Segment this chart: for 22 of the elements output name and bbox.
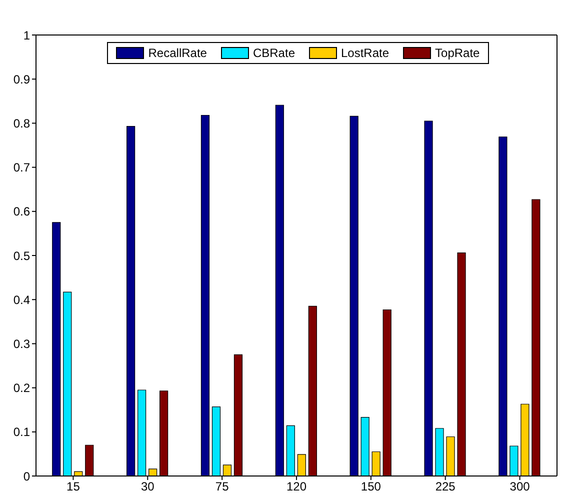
y-tick-label: 0.9 <box>13 72 30 86</box>
y-tick-label: 0.6 <box>13 204 30 219</box>
y-tick-label: 0.4 <box>13 292 30 307</box>
legend-label: LostRate <box>340 46 390 60</box>
y-tick-label: 0.3 <box>13 336 30 351</box>
y-tick-label: 1 <box>23 28 30 42</box>
x-tick-label: 30 <box>140 480 155 494</box>
y-tick-label: 0.7 <box>13 160 30 175</box>
y-tick-label: 0.8 <box>13 116 30 130</box>
y-tick-label: 0.2 <box>13 381 30 396</box>
y-tick-label: 0.5 <box>13 248 30 263</box>
legend-label: CBRate <box>252 46 295 60</box>
x-tick-label: 150 <box>360 480 382 494</box>
x-tick-label: 15 <box>66 480 80 494</box>
y-tick-label: 0 <box>23 469 30 484</box>
x-tick-label: 225 <box>435 480 456 494</box>
legend-label: RecallRate <box>147 46 207 60</box>
x-tick-label: 300 <box>510 480 530 494</box>
y-tick-label: 0.1 <box>13 425 30 440</box>
legend-label: TopRate <box>434 46 480 60</box>
x-tick-label: 120 <box>286 480 307 494</box>
x-tick-label: 75 <box>215 480 230 494</box>
